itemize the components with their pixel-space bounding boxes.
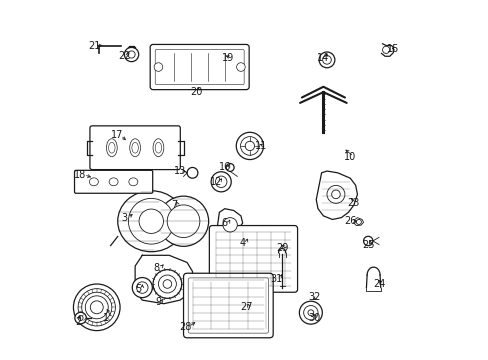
Circle shape <box>326 185 344 203</box>
Ellipse shape <box>129 139 140 157</box>
Ellipse shape <box>109 178 118 186</box>
Circle shape <box>153 270 182 298</box>
FancyBboxPatch shape <box>155 49 244 85</box>
Text: 14: 14 <box>317 53 329 63</box>
Ellipse shape <box>155 142 162 153</box>
Text: 32: 32 <box>307 292 320 302</box>
FancyBboxPatch shape <box>74 170 152 193</box>
Text: 21: 21 <box>88 41 101 50</box>
Text: 10: 10 <box>344 152 356 162</box>
Ellipse shape <box>128 178 138 186</box>
Text: 5: 5 <box>135 284 142 294</box>
Circle shape <box>211 172 231 192</box>
Circle shape <box>158 275 176 293</box>
Text: 23: 23 <box>347 198 359 208</box>
Circle shape <box>240 136 259 155</box>
Circle shape <box>78 316 83 320</box>
Text: 8: 8 <box>153 263 160 273</box>
Polygon shape <box>353 218 363 226</box>
Text: 25: 25 <box>361 239 374 249</box>
Ellipse shape <box>108 142 115 153</box>
Text: 7: 7 <box>171 200 177 210</box>
Text: 27: 27 <box>240 302 252 312</box>
Circle shape <box>319 52 334 68</box>
Circle shape <box>244 141 254 150</box>
FancyBboxPatch shape <box>183 273 273 338</box>
Text: 15: 15 <box>386 44 399 54</box>
Circle shape <box>356 220 361 225</box>
Ellipse shape <box>153 139 163 157</box>
Circle shape <box>331 190 340 199</box>
Circle shape <box>223 218 237 232</box>
Text: 6: 6 <box>221 218 227 228</box>
Circle shape <box>226 163 234 171</box>
Circle shape <box>363 236 372 246</box>
Circle shape <box>81 292 112 322</box>
Text: 19: 19 <box>222 53 234 63</box>
Text: 18: 18 <box>74 170 86 180</box>
Text: 1: 1 <box>103 313 109 323</box>
Circle shape <box>154 63 163 71</box>
Text: 11: 11 <box>254 141 266 151</box>
Ellipse shape <box>89 178 98 186</box>
FancyBboxPatch shape <box>150 44 249 90</box>
Circle shape <box>128 51 135 58</box>
Circle shape <box>136 282 148 293</box>
FancyBboxPatch shape <box>209 226 297 292</box>
Ellipse shape <box>167 205 200 238</box>
Circle shape <box>73 284 120 330</box>
Circle shape <box>75 312 86 324</box>
Ellipse shape <box>118 191 184 252</box>
Text: 24: 24 <box>372 279 385 289</box>
Text: 22: 22 <box>118 51 130 61</box>
Text: 4: 4 <box>239 238 245 248</box>
Circle shape <box>187 167 198 178</box>
Text: 3: 3 <box>121 213 127 222</box>
Text: 9: 9 <box>155 297 161 307</box>
FancyBboxPatch shape <box>90 126 180 170</box>
Circle shape <box>78 289 115 326</box>
Text: 31: 31 <box>270 274 283 284</box>
Ellipse shape <box>128 198 174 244</box>
Circle shape <box>163 280 171 288</box>
Ellipse shape <box>139 209 163 233</box>
Polygon shape <box>217 209 242 234</box>
Text: 20: 20 <box>189 87 202 97</box>
Text: 12: 12 <box>209 177 222 187</box>
Ellipse shape <box>158 196 208 246</box>
Circle shape <box>215 176 226 188</box>
Text: 13: 13 <box>173 166 186 176</box>
Circle shape <box>303 306 317 320</box>
FancyBboxPatch shape <box>188 278 268 333</box>
Ellipse shape <box>132 142 138 153</box>
Circle shape <box>236 132 263 159</box>
Text: 17: 17 <box>111 130 123 140</box>
Circle shape <box>299 301 322 324</box>
Text: 2: 2 <box>76 317 82 327</box>
Circle shape <box>322 55 330 64</box>
Text: 16: 16 <box>218 162 230 172</box>
Text: 28: 28 <box>179 322 191 332</box>
Circle shape <box>307 310 313 316</box>
Text: 29: 29 <box>275 243 288 253</box>
Circle shape <box>132 278 152 298</box>
Circle shape <box>382 46 389 53</box>
Circle shape <box>236 63 244 71</box>
Circle shape <box>85 296 108 319</box>
Circle shape <box>124 47 139 62</box>
Text: 26: 26 <box>344 216 356 226</box>
Circle shape <box>90 301 103 314</box>
Polygon shape <box>316 171 357 220</box>
Text: 30: 30 <box>307 313 320 323</box>
Ellipse shape <box>106 139 117 157</box>
